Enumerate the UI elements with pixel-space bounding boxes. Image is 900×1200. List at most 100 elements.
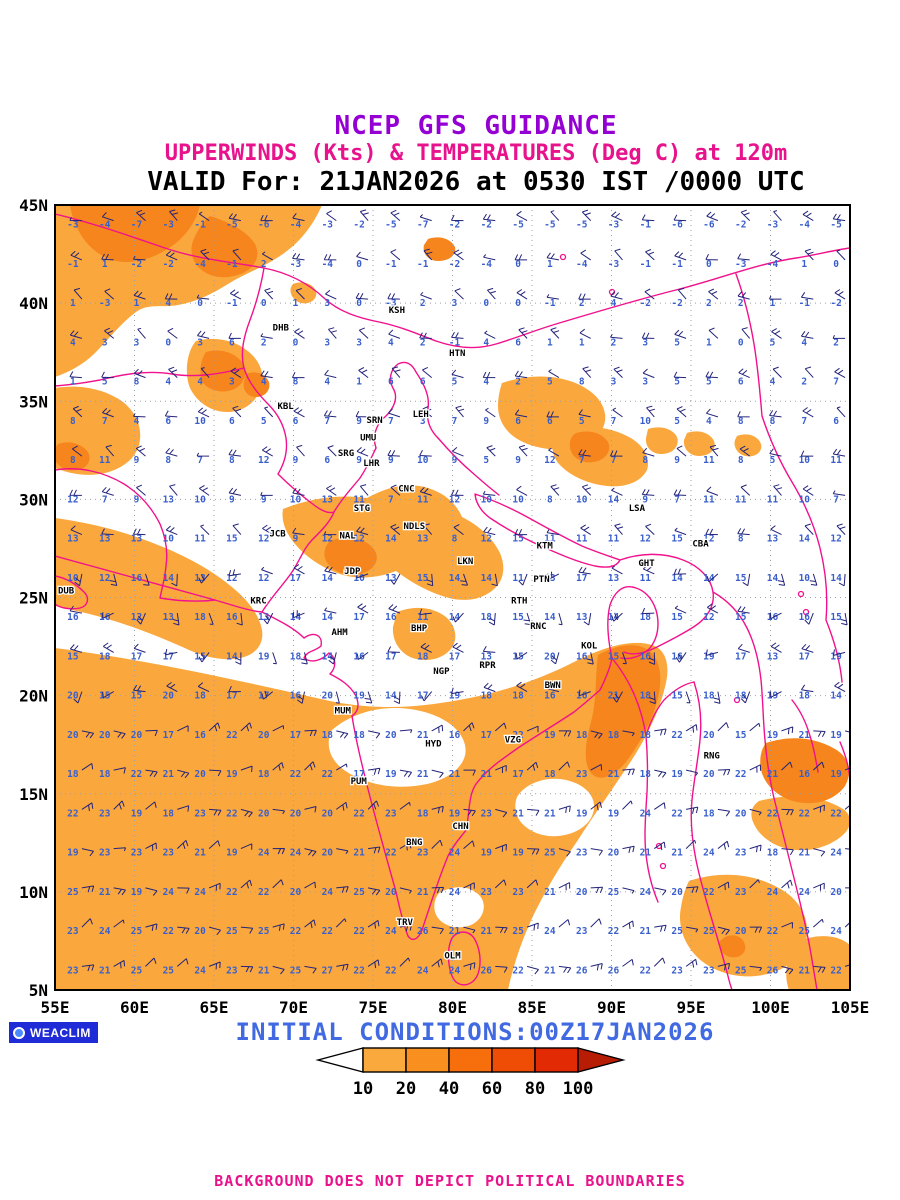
svg-text:23: 23	[735, 887, 747, 898]
svg-text:19: 19	[131, 887, 143, 898]
svg-text:3: 3	[134, 337, 140, 348]
svg-text:2: 2	[801, 377, 807, 388]
svg-text:20: 20	[608, 848, 620, 859]
svg-text:4: 4	[483, 337, 489, 348]
svg-text:7: 7	[611, 455, 617, 466]
initial-conditions-text: INITIAL CONDITIONS:00Z17JAN2026	[235, 1018, 715, 1046]
svg-text:14: 14	[799, 534, 811, 545]
station-label-ght: GHT	[638, 559, 655, 569]
svg-text:11: 11	[194, 534, 206, 545]
svg-text:12: 12	[640, 534, 651, 545]
svg-text:10: 10	[67, 573, 79, 584]
svg-text:2: 2	[579, 298, 585, 309]
svg-text:20: 20	[163, 691, 175, 702]
svg-text:19: 19	[67, 848, 79, 859]
svg-text:21: 21	[640, 926, 652, 937]
station-label-stg: STG	[354, 504, 370, 514]
svg-text:14: 14	[671, 573, 683, 584]
svg-text:95E: 95E	[677, 998, 706, 1017]
svg-text:12: 12	[99, 573, 110, 584]
svg-text:40N: 40N	[19, 294, 48, 313]
svg-text:21: 21	[481, 926, 493, 937]
svg-text:20: 20	[396, 1079, 416, 1099]
svg-text:4: 4	[388, 337, 394, 348]
svg-text:4: 4	[706, 416, 712, 427]
station-label-kbl: KBL	[277, 402, 294, 412]
svg-text:13: 13	[767, 651, 779, 662]
svg-text:17: 17	[353, 769, 364, 780]
station-label-lsa: LSA	[629, 504, 646, 514]
svg-text:23: 23	[163, 848, 175, 859]
svg-text:22: 22	[67, 808, 78, 819]
svg-text:-2: -2	[353, 220, 364, 231]
svg-text:8: 8	[70, 455, 76, 466]
svg-text:15N: 15N	[19, 785, 48, 804]
svg-text:4: 4	[165, 298, 171, 309]
svg-text:21: 21	[544, 965, 556, 976]
svg-text:4: 4	[70, 337, 76, 348]
svg-text:7: 7	[801, 416, 807, 427]
svg-text:10: 10	[417, 455, 429, 466]
svg-text:-5: -5	[512, 220, 524, 231]
svg-text:4: 4	[483, 377, 489, 388]
svg-text:4: 4	[134, 416, 140, 427]
svg-text:1: 1	[70, 377, 76, 388]
svg-text:11: 11	[544, 534, 556, 545]
svg-text:23: 23	[576, 926, 588, 937]
svg-text:10: 10	[290, 494, 302, 505]
svg-text:19: 19	[703, 651, 715, 662]
svg-text:23: 23	[417, 848, 429, 859]
chart-title: NCEP GFS GUIDANCE	[334, 111, 618, 141]
svg-text:85E: 85E	[518, 998, 547, 1017]
svg-text:19: 19	[830, 769, 842, 780]
svg-text:14: 14	[322, 573, 334, 584]
svg-text:3: 3	[642, 377, 648, 388]
svg-text:3: 3	[324, 337, 330, 348]
svg-text:25: 25	[608, 887, 620, 898]
svg-text:16: 16	[799, 612, 811, 623]
svg-text:26: 26	[767, 965, 779, 976]
station-label-srn: SRN	[366, 416, 382, 426]
svg-text:2: 2	[833, 337, 839, 348]
station-label-bhp: BHP	[411, 624, 428, 634]
station-label-ptn: PTN	[533, 575, 549, 585]
svg-text:-1: -1	[417, 259, 429, 270]
svg-text:2: 2	[706, 298, 712, 309]
svg-text:22: 22	[163, 926, 174, 937]
svg-text:5: 5	[547, 377, 553, 388]
svg-text:24: 24	[449, 848, 461, 859]
svg-text:1: 1	[770, 298, 776, 309]
svg-text:15: 15	[671, 612, 683, 623]
svg-text:8: 8	[547, 494, 553, 505]
svg-text:5: 5	[102, 377, 108, 388]
svg-text:22: 22	[385, 848, 396, 859]
svg-text:9: 9	[674, 455, 680, 466]
svg-text:18: 18	[322, 730, 334, 741]
svg-text:5: 5	[674, 416, 680, 427]
station-label-layer: DHB KSH HTN KBL LEH SRN UMU SRG LHR CNC STG JCB NAL N…	[57, 305, 721, 963]
svg-text:21: 21	[608, 769, 620, 780]
svg-text:13: 13	[163, 494, 175, 505]
svg-text:8: 8	[579, 377, 585, 388]
svg-text:24: 24	[640, 808, 652, 819]
svg-text:24: 24	[385, 926, 397, 937]
svg-text:16: 16	[544, 691, 556, 702]
legend-colorbar: 10 20 40 60 80 100	[315, 1047, 626, 1099]
svg-text:25: 25	[67, 887, 79, 898]
svg-text:25: 25	[290, 965, 302, 976]
svg-text:11: 11	[576, 534, 588, 545]
svg-text:22: 22	[226, 887, 237, 898]
svg-text:5: 5	[483, 455, 489, 466]
svg-text:21: 21	[608, 691, 620, 702]
svg-text:9: 9	[134, 494, 140, 505]
svg-text:22: 22	[131, 769, 142, 780]
station-label-srg: SRG	[338, 449, 354, 459]
svg-text:13: 13	[131, 534, 143, 545]
svg-text:21: 21	[544, 887, 556, 898]
station-label-jdp: JDP	[344, 567, 361, 577]
svg-text:25: 25	[703, 926, 715, 937]
svg-text:5: 5	[770, 455, 776, 466]
svg-text:-2: -2	[640, 298, 651, 309]
svg-text:18: 18	[163, 808, 175, 819]
